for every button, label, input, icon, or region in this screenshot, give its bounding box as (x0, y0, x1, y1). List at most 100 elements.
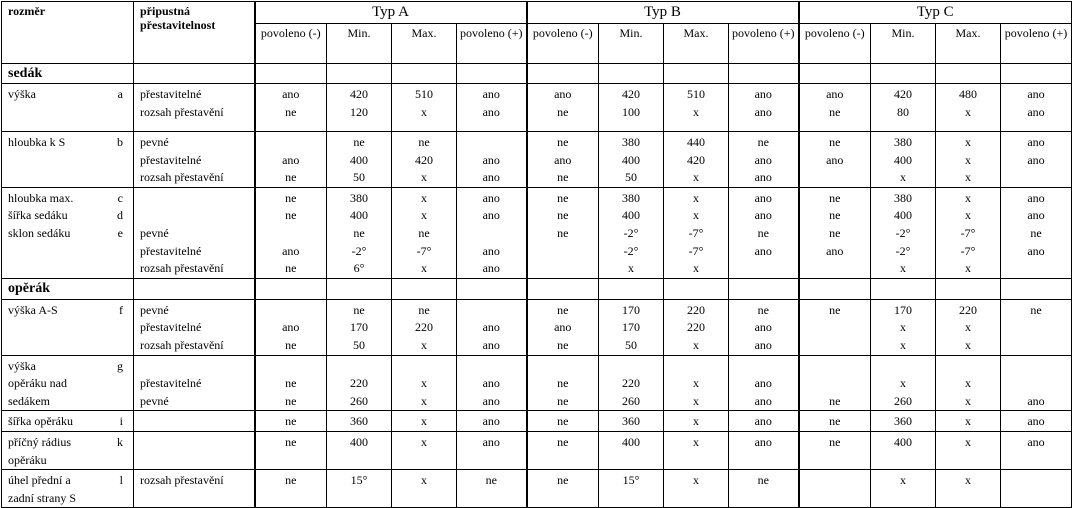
value (257, 134, 326, 152)
value-cell: ano ano (728, 354, 799, 412)
adjustability-cell (133, 430, 255, 471)
value: 360 (894, 414, 912, 429)
dimension-line: sedákem (3, 393, 133, 410)
adjustability: pevné (140, 225, 169, 240)
value-cell: ne (456, 469, 527, 508)
value-cell: x (935, 469, 1001, 508)
value-cell: ne ano ne (525, 131, 599, 188)
subcolumn-header: povoleno (-) (797, 23, 871, 64)
value (1002, 375, 1071, 393)
cell (663, 63, 729, 84)
value: x (900, 261, 906, 276)
dimension-line: šířka opěráku i (3, 413, 133, 430)
value: ano (482, 376, 500, 391)
cell (391, 277, 457, 300)
value: x (965, 208, 971, 223)
dimension-name: sklon sedáku (8, 225, 71, 240)
subcolumn-header: povoleno (-) (253, 23, 327, 64)
value (257, 358, 326, 376)
adjustability: pevné (140, 302, 169, 317)
section-row: sedák (1, 63, 1072, 84)
dimension-line: příčný rádius k (3, 434, 133, 452)
value-cell: ano ano (1000, 83, 1072, 132)
dimension-line: výška a (3, 86, 133, 104)
value (801, 260, 870, 277)
value (529, 358, 598, 376)
value-cell: 360 (870, 410, 936, 432)
value-cell: ne (797, 430, 871, 471)
value: ano (754, 208, 772, 223)
value: 170 (350, 320, 368, 335)
value: ne (285, 208, 297, 223)
value: 400 (622, 152, 640, 167)
adjustability-cell: pevné přestavitelné rozsah přestavění (133, 186, 255, 279)
value: ano (754, 190, 772, 205)
value (458, 134, 526, 152)
value-cell: ne ano ano (728, 298, 799, 356)
value: ano (282, 152, 300, 167)
value-cell: ano ano (728, 83, 799, 132)
value: ano (754, 243, 772, 258)
value: ano (1027, 414, 1045, 429)
value-cell: ano (1000, 430, 1072, 471)
value: ne (285, 434, 297, 449)
value: 380 (894, 135, 912, 149)
value-cell: ne (797, 410, 871, 432)
value-cell: x 260 (870, 354, 936, 412)
value: ne (829, 434, 841, 449)
value: ano (482, 414, 500, 429)
value: 100 (622, 104, 640, 119)
type-header: Typ C (797, 1, 1072, 24)
value: ano (754, 376, 772, 391)
cell (797, 63, 871, 84)
value-cell: 220 260 (598, 354, 664, 412)
adjustability-cell: pevné přestavitelné rozsah přestavění (133, 298, 255, 356)
value-cell: ano ne (253, 131, 327, 188)
value: ne (557, 104, 569, 119)
value (801, 169, 870, 186)
value: 260 (894, 393, 912, 408)
value: ne (485, 473, 497, 488)
cell (935, 277, 1001, 300)
value: -7° (688, 243, 704, 258)
value-cell: ne 400 50 (326, 131, 392, 188)
value-cell: ne (525, 469, 599, 508)
adjustability (135, 358, 254, 376)
value-cell: ne ano ano (728, 131, 799, 188)
value (458, 302, 526, 320)
value: 420 (894, 87, 912, 101)
value (529, 243, 598, 261)
value: ano (482, 243, 500, 258)
value-cell: ano (456, 430, 527, 471)
value (1002, 337, 1071, 354)
value: x (900, 473, 906, 488)
value: x (421, 208, 427, 223)
value-cell: ne 220 x (391, 298, 457, 356)
value: 400 (894, 152, 912, 167)
value-cell: x (391, 430, 457, 471)
value-cell: ano ne (525, 83, 599, 132)
value (257, 302, 326, 320)
dimension-name: výška (8, 87, 36, 101)
value: ano (554, 152, 572, 167)
value-cell: ano (728, 410, 799, 432)
value: -7° (416, 243, 432, 258)
value: ne (829, 208, 841, 223)
cell (253, 63, 327, 84)
value: 220 (415, 320, 433, 335)
value: ne (285, 337, 297, 352)
dimension-cell: výška A-S f (1, 298, 134, 356)
subcolumn-header: povoleno (-) (525, 23, 599, 64)
value (937, 358, 1000, 376)
value: x (693, 337, 699, 352)
value-cell: 400 (326, 430, 392, 471)
value: ne (285, 261, 297, 276)
value: x (900, 320, 906, 335)
value: 380 (622, 135, 640, 149)
value-cell: ne ne ne (525, 186, 599, 279)
dimension-name: opěráku nad (8, 376, 67, 391)
value: x (693, 414, 699, 429)
value (665, 358, 728, 376)
value: ne (829, 393, 841, 408)
